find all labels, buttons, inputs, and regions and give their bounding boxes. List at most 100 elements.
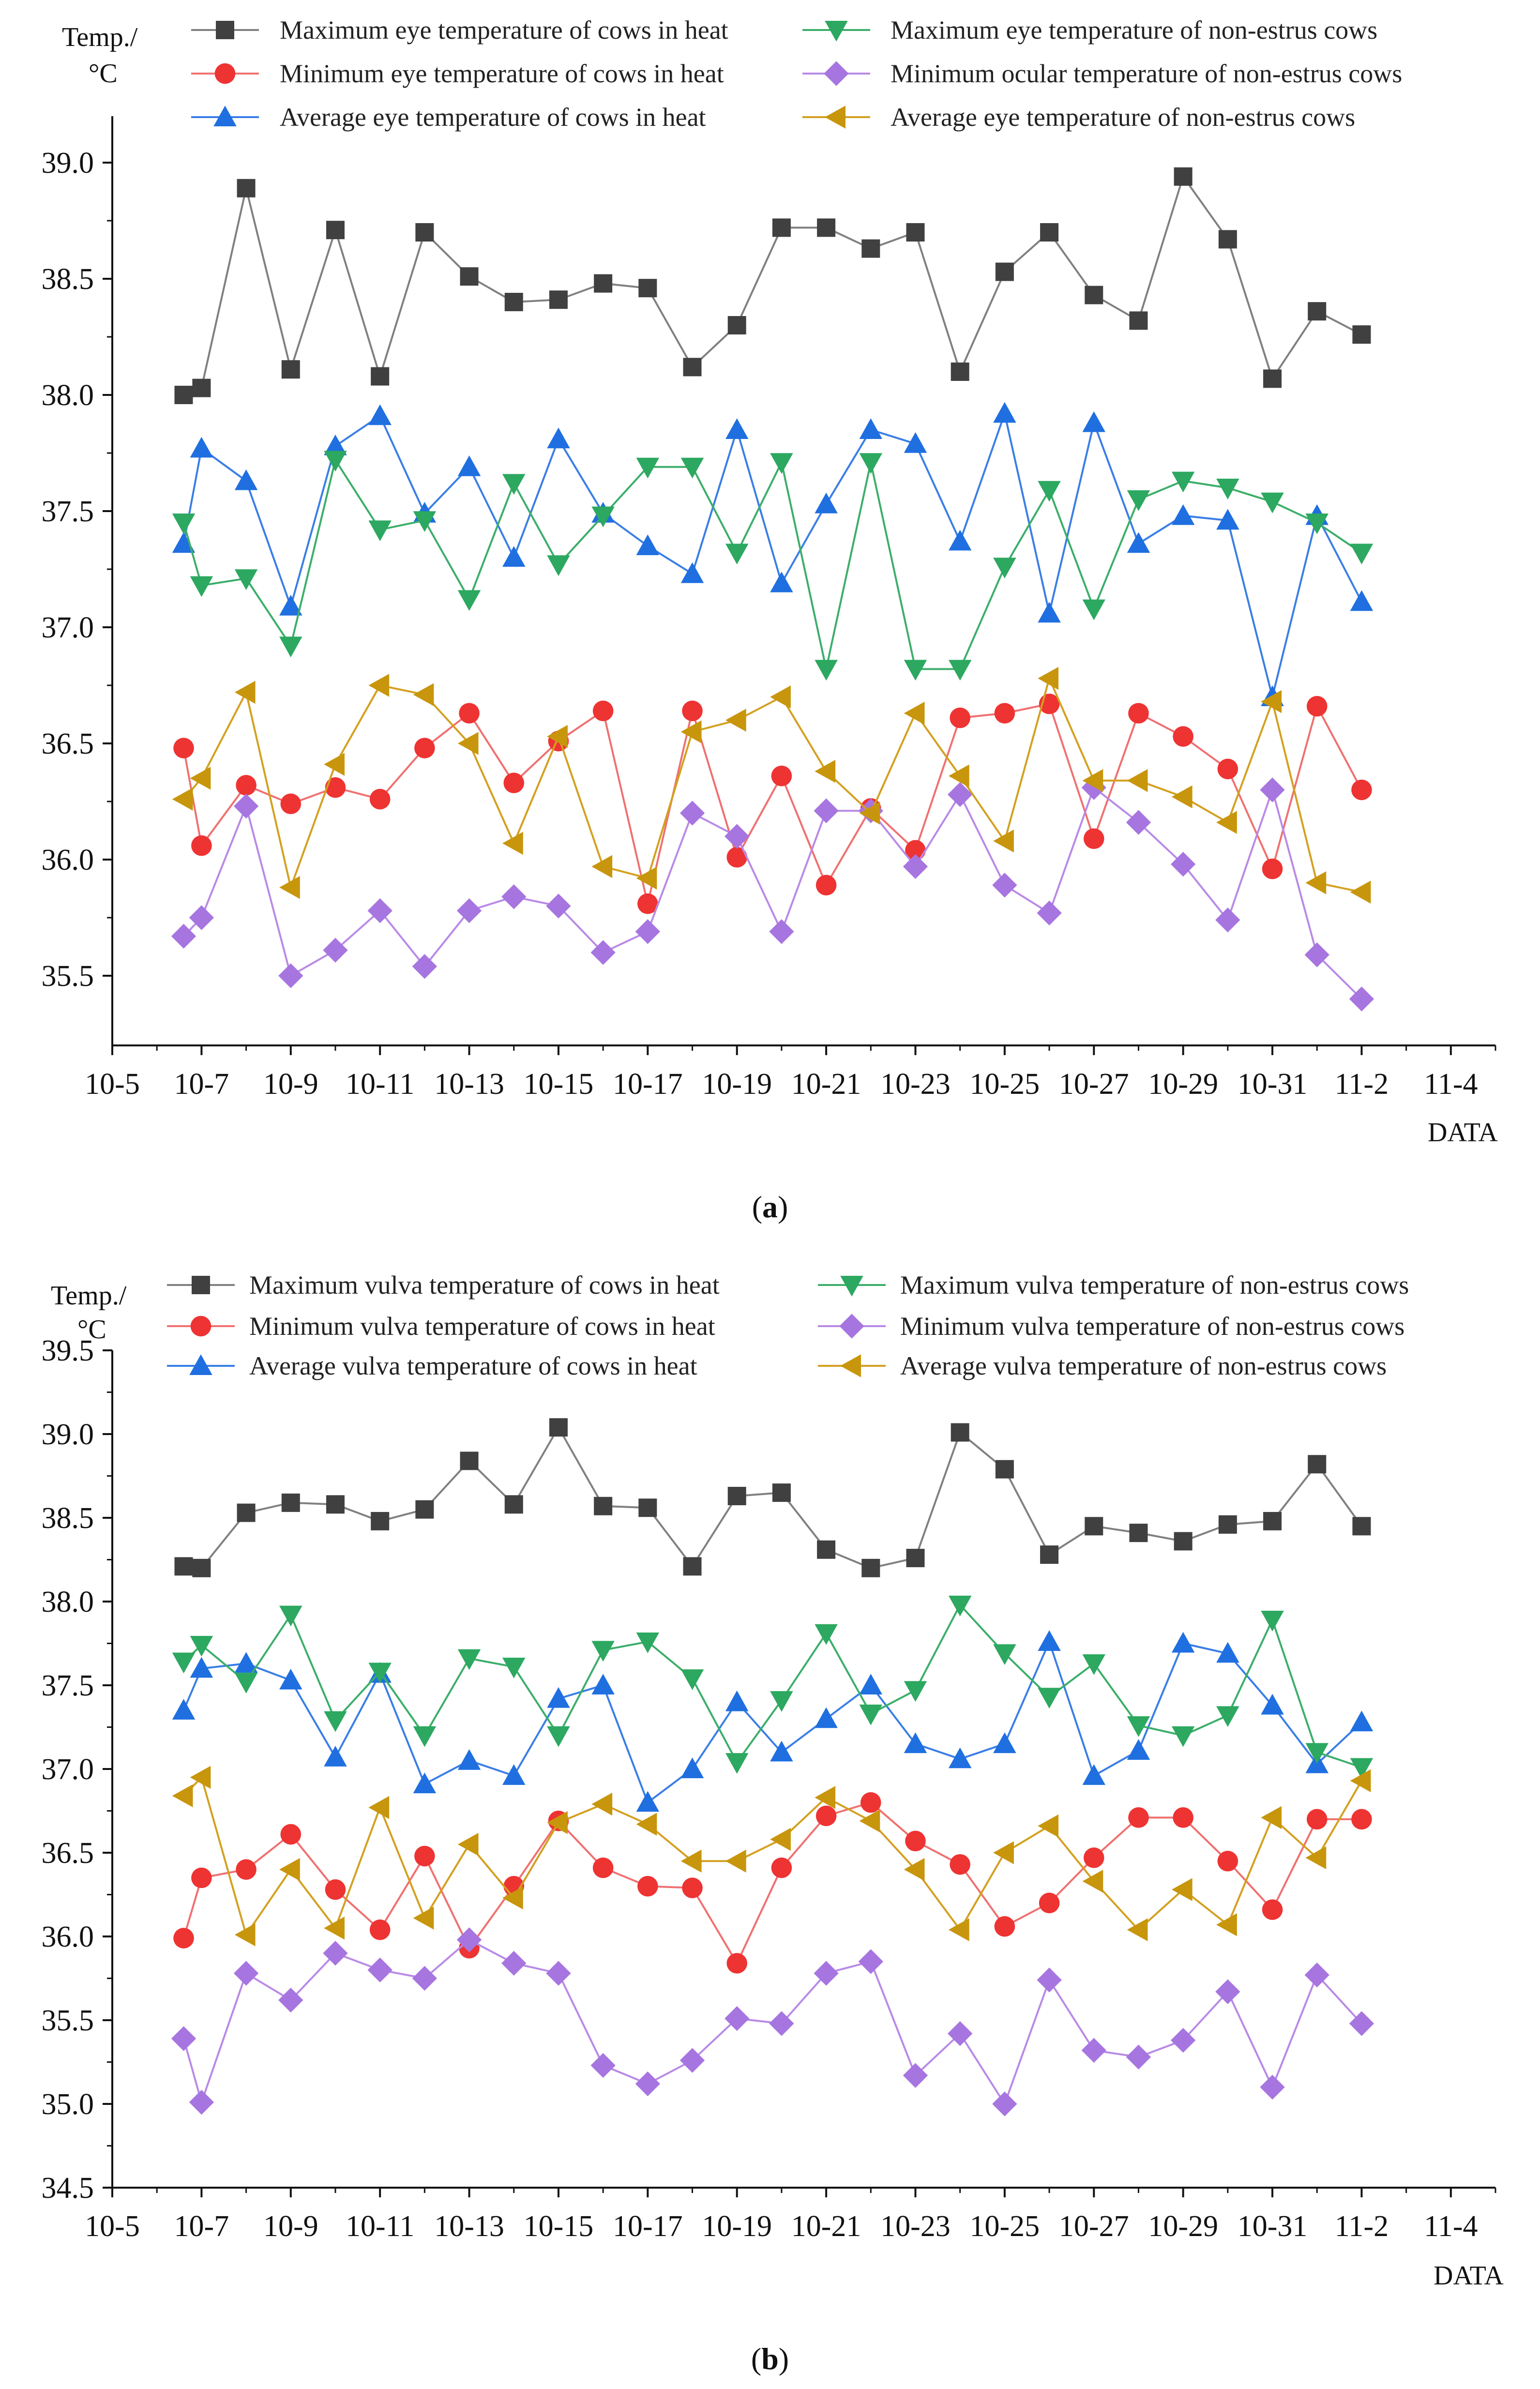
data-point bbox=[278, 963, 303, 988]
legend-label: Maximum eye temperature of cows in heat bbox=[280, 15, 728, 45]
y-tick-label: 39.0 bbox=[42, 147, 94, 180]
data-point bbox=[1216, 479, 1239, 499]
data-point bbox=[279, 876, 300, 899]
x-tick-label: 10-17 bbox=[613, 2210, 683, 2243]
data-point bbox=[1037, 900, 1062, 926]
data-point bbox=[591, 506, 615, 528]
data-point bbox=[636, 866, 657, 890]
data-point bbox=[1261, 492, 1284, 514]
data-point bbox=[547, 1726, 570, 1747]
data-point bbox=[281, 1493, 300, 1512]
data-point bbox=[1038, 666, 1059, 690]
x-tick-label: 11-2 bbox=[1335, 1068, 1389, 1101]
series-5 bbox=[172, 666, 1371, 904]
x-tick-label: 10-13 bbox=[434, 1068, 504, 1101]
data-point bbox=[234, 569, 258, 590]
data-point bbox=[948, 660, 972, 681]
series-line bbox=[183, 1775, 1363, 1937]
data-point bbox=[1305, 871, 1327, 894]
x-tick-label: 10-11 bbox=[346, 2210, 414, 2243]
paren-open: ( bbox=[751, 2342, 761, 2376]
data-point bbox=[190, 1766, 211, 1789]
data-point bbox=[1261, 1693, 1284, 1715]
paren-open: ( bbox=[752, 1190, 762, 1224]
data-point bbox=[948, 529, 972, 551]
data-point bbox=[591, 1641, 615, 1662]
x-tick-label: 10-27 bbox=[1059, 1068, 1129, 1101]
data-point bbox=[1217, 758, 1238, 780]
data-point bbox=[771, 1857, 792, 1878]
data-point bbox=[279, 1668, 302, 1690]
data-point bbox=[769, 2011, 794, 2036]
series-line bbox=[182, 1801, 1362, 1966]
data-point bbox=[592, 1857, 614, 1878]
data-point bbox=[324, 1711, 347, 1732]
series-4 bbox=[171, 775, 1374, 1012]
data-point bbox=[859, 1704, 883, 1725]
paren-close: ) bbox=[779, 2342, 789, 2376]
data-point bbox=[236, 775, 257, 796]
data-point bbox=[680, 1669, 704, 1690]
data-point bbox=[635, 2071, 660, 2097]
data-point bbox=[903, 2063, 928, 2088]
legend-marker bbox=[840, 1276, 863, 1297]
data-point bbox=[280, 793, 302, 815]
data-point bbox=[770, 453, 793, 474]
data-point bbox=[1351, 1809, 1372, 1830]
data-point bbox=[233, 1961, 259, 1986]
data-point bbox=[324, 1746, 347, 1767]
data-point bbox=[460, 1452, 479, 1470]
data-point bbox=[1085, 286, 1103, 304]
data-point bbox=[1083, 1847, 1104, 1868]
data-point bbox=[190, 576, 213, 597]
data-point bbox=[1350, 1769, 1371, 1792]
data-point bbox=[590, 2053, 616, 2078]
data-point bbox=[413, 683, 434, 706]
data-point bbox=[279, 595, 302, 616]
x-tick-label: 11-2 bbox=[1335, 2210, 1389, 2243]
y-axis-title: Temp./ bbox=[62, 22, 138, 52]
data-point bbox=[1350, 1710, 1374, 1732]
data-point bbox=[1305, 1743, 1329, 1764]
data-point bbox=[904, 1681, 927, 1702]
data-point bbox=[367, 1957, 393, 1982]
data-point bbox=[1171, 1632, 1195, 1653]
data-point bbox=[547, 427, 570, 449]
data-point bbox=[1217, 1851, 1238, 1872]
x-tick-label: 10-29 bbox=[1148, 1068, 1218, 1101]
data-point bbox=[727, 316, 746, 334]
data-point bbox=[368, 674, 390, 697]
data-point bbox=[371, 1512, 390, 1530]
data-point bbox=[636, 534, 660, 555]
data-point bbox=[1308, 302, 1327, 321]
data-point bbox=[726, 847, 747, 868]
chart-panel-a: 35.5 36.0 36.5 37.0 37.5 38.0 38.5 39.0 10-5 10-7… bbox=[42, 15, 1498, 1224]
data-point bbox=[993, 829, 1014, 853]
data-point bbox=[1218, 230, 1237, 249]
data-point bbox=[903, 854, 928, 879]
y-axis-unit: °C bbox=[77, 1315, 106, 1345]
data-point bbox=[1350, 590, 1374, 611]
data-point bbox=[770, 1740, 793, 1762]
data-point bbox=[1171, 1726, 1195, 1747]
data-point bbox=[725, 824, 750, 849]
legend-label: Minimum eye temperature of cows in heat bbox=[280, 59, 724, 88]
data-point bbox=[547, 555, 570, 576]
data-point bbox=[189, 2089, 214, 2115]
series-line bbox=[182, 703, 1363, 904]
x-tick-label: 10-7 bbox=[174, 1068, 229, 1101]
data-point bbox=[172, 1699, 196, 1720]
data-point bbox=[1171, 471, 1195, 493]
data-point bbox=[1127, 1716, 1150, 1737]
legend-marker bbox=[190, 1315, 211, 1337]
data-point bbox=[725, 1849, 746, 1873]
data-point bbox=[591, 1792, 613, 1816]
series-line bbox=[183, 786, 1362, 1000]
data-point bbox=[368, 404, 392, 425]
legend-label: Average eye temperature of non-estrus co… bbox=[891, 103, 1355, 132]
legend-label: Average vulva temperature of non-estrus … bbox=[900, 1351, 1387, 1380]
data-point bbox=[725, 709, 746, 732]
y-tick-label: 38.5 bbox=[42, 1502, 94, 1535]
data-point bbox=[323, 937, 348, 963]
